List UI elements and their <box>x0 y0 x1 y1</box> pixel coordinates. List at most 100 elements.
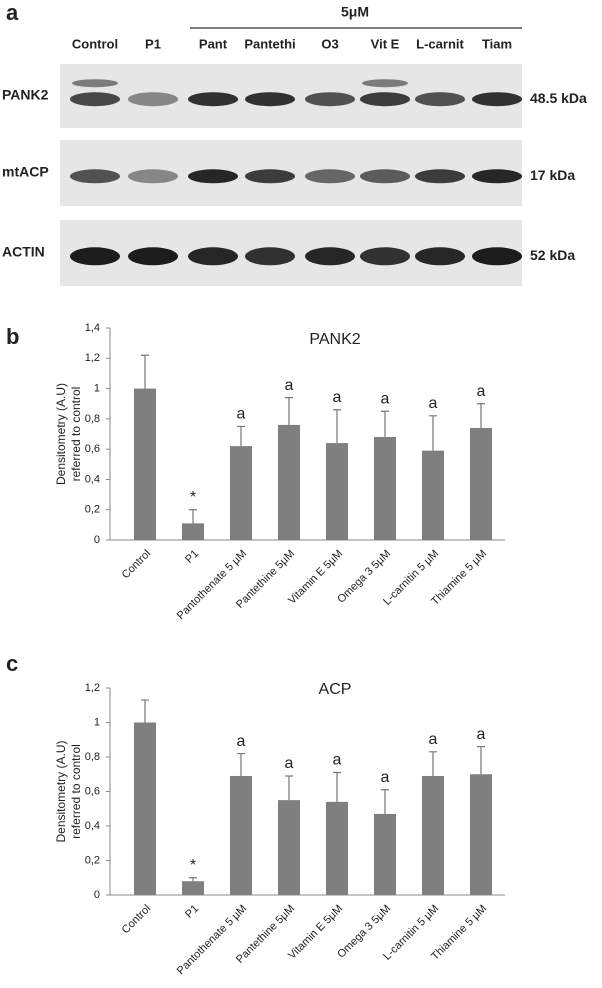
y-tick-label: 0 <box>94 889 100 901</box>
lane-label: O3 <box>321 36 338 51</box>
blot-band <box>245 92 295 107</box>
annotation: a <box>285 755 294 772</box>
y-tick-label: 0,8 <box>85 751 100 763</box>
error-bar <box>285 775 293 801</box>
bar <box>230 446 252 540</box>
blot-band <box>128 92 178 107</box>
annotation: a <box>429 395 438 412</box>
panel-label: b <box>6 324 19 349</box>
treatment-label: 5μM <box>341 4 369 20</box>
blot-band <box>472 247 522 266</box>
x-tick-label: P1 <box>183 903 201 921</box>
y-tick-label: 1 <box>94 716 100 728</box>
blot-band <box>188 247 238 266</box>
blot-band <box>70 247 120 266</box>
y-tick-label: 0 <box>94 534 100 546</box>
blot-band <box>305 247 355 266</box>
bar <box>422 450 444 540</box>
bar <box>134 388 156 540</box>
bar <box>278 800 300 895</box>
error-bar <box>381 410 389 438</box>
lane-label: Control <box>72 36 118 51</box>
x-tick-label: Control <box>120 548 154 582</box>
error-bar <box>333 409 341 444</box>
blot-band <box>415 247 465 266</box>
annotation: a <box>477 383 486 400</box>
annotation: a <box>333 752 342 769</box>
blot-band <box>305 169 355 184</box>
annotation: a <box>477 726 486 743</box>
blot-band <box>360 247 410 266</box>
blot-band <box>415 169 465 184</box>
bar <box>374 437 396 540</box>
blot-size-label: 48.5 kDa <box>530 90 587 106</box>
blot-size-label: 52 kDa <box>530 247 575 263</box>
blot-band <box>472 169 522 184</box>
annotation: * <box>190 489 196 506</box>
blot-row-label: PANK2 <box>2 87 49 103</box>
error-bar <box>237 425 245 447</box>
bar <box>374 813 396 895</box>
blot-band <box>415 92 465 107</box>
chart-title: ACP <box>319 681 352 698</box>
annotation: a <box>237 733 246 750</box>
blot-band <box>472 92 522 107</box>
error-bar <box>237 752 245 776</box>
blot-band <box>70 92 120 107</box>
bar <box>230 775 252 895</box>
bar <box>182 881 204 895</box>
y-tick-label: 1,4 <box>85 322 100 334</box>
panel-label: a <box>6 0 19 25</box>
blot-row-label: ACTIN <box>2 244 45 260</box>
y-tick-label: 1 <box>94 382 100 394</box>
error-bar <box>189 509 197 524</box>
y-tick-label: 1,2 <box>85 682 100 694</box>
x-tick-label: P1 <box>183 548 201 566</box>
y-axis-label: referred to control <box>69 387 83 482</box>
y-axis-label: referred to control <box>69 744 83 839</box>
blot-row-label: mtACP <box>2 164 49 180</box>
blot-band <box>72 79 118 88</box>
blot-band <box>188 92 238 107</box>
y-tick-label: 0,2 <box>85 854 100 866</box>
error-bar <box>477 403 485 428</box>
bar <box>326 443 348 540</box>
y-tick-label: 0,4 <box>85 820 100 832</box>
y-tick-label: 1,2 <box>85 352 100 364</box>
blot-band <box>70 169 120 184</box>
annotation: a <box>381 769 390 786</box>
error-bar <box>477 746 485 775</box>
blot-band <box>360 169 410 184</box>
error-bar <box>333 771 341 802</box>
bar <box>326 801 348 895</box>
lane-label: Pantethi <box>244 36 295 51</box>
panel-label: c <box>6 651 18 676</box>
annotation: a <box>381 391 390 408</box>
bar <box>182 523 204 540</box>
bar <box>278 424 300 540</box>
error-bar <box>429 415 437 451</box>
blot-band <box>245 169 295 184</box>
chart-title: PANK2 <box>309 331 360 348</box>
annotation: a <box>429 731 438 748</box>
blot-band <box>128 169 178 184</box>
blot-size-label: 17 kDa <box>530 167 575 183</box>
error-bar <box>141 699 149 723</box>
y-tick-label: 0,6 <box>85 443 100 455</box>
x-tick-label: Control <box>120 903 154 937</box>
blot-band <box>245 247 295 266</box>
lane-label: L-carnit <box>416 36 464 51</box>
lane-label: P1 <box>145 36 161 51</box>
lane-label: Pant <box>199 36 228 51</box>
annotation: a <box>285 377 294 394</box>
bar <box>470 427 492 540</box>
y-tick-label: 0,8 <box>85 413 100 425</box>
error-bar <box>381 789 389 814</box>
error-bar <box>141 354 149 389</box>
annotation: * <box>190 857 196 874</box>
error-bar <box>285 397 293 425</box>
y-tick-label: 0,6 <box>85 785 100 797</box>
bar <box>134 722 156 895</box>
blot-band <box>362 79 408 88</box>
